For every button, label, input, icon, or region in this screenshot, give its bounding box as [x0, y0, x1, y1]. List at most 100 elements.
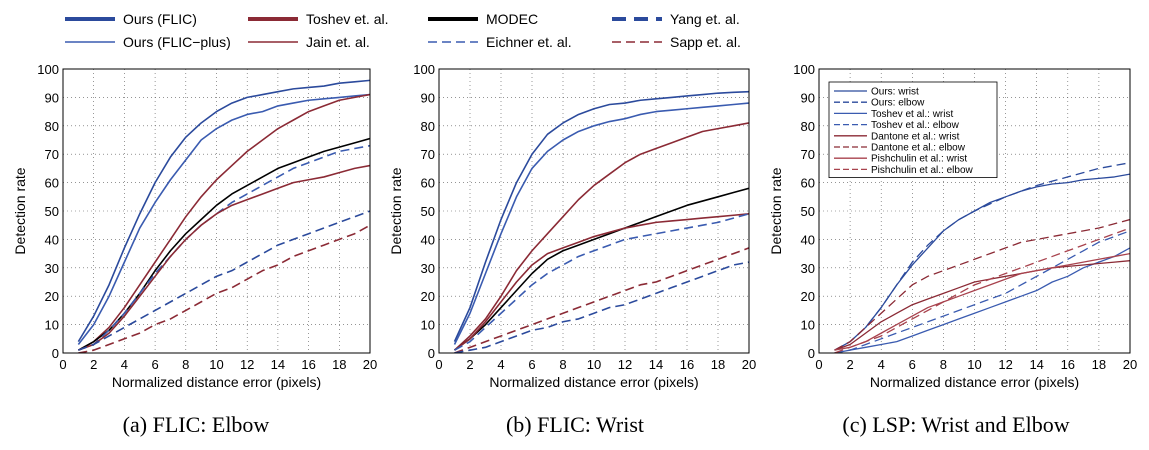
series-line-pishchulin-et-al-wrist — [834, 252, 1130, 351]
x-tick-label: 12 — [998, 357, 1012, 372]
panel-flic-elbow: 0 2 4 6 8 10 12 14 16 18 20 0 10 20 30 40 50 60 70 80 90 100 N… — [12, 62, 377, 437]
legend-label: Ours (FLIC−plus) — [123, 34, 231, 50]
x-tick-label: 0 — [815, 357, 822, 372]
axes-frame — [62, 68, 371, 354]
series-line-ours-wrist — [834, 173, 1130, 351]
x-tick-label: 16 — [1061, 357, 1075, 372]
x-tick-label: 0 — [435, 357, 442, 372]
legend-entry-yang-et-al: Yang et. al. — [612, 11, 740, 27]
legend-label: Dantone et al.: wrist — [871, 131, 960, 142]
x-tick-label: 16 — [680, 357, 694, 372]
legend-label: Toshev et al.: wrist — [871, 109, 953, 120]
legend-label: MODEC — [486, 11, 538, 27]
legend-entry-toshev-et-al-wrist: Toshev et al.: wrist — [834, 109, 953, 120]
legend-entry-modec: MODEC — [428, 11, 538, 27]
x-tick-label: 14 — [649, 357, 663, 372]
x-tick-label: 14 — [271, 357, 285, 372]
series-line-dantone-et-al-wrist — [834, 260, 1130, 351]
legend-label: Pishchulin et al.: wrist — [871, 154, 967, 165]
panel-flic-wrist: 0 2 4 6 8 10 12 14 16 18 20 0 10 20 30 40 50 60 70 80 90 100 N… — [388, 62, 756, 437]
series-line-sapp-et-al — [78, 224, 370, 353]
series-group — [77, 79, 370, 353]
legend-label: Ours: elbow — [871, 98, 925, 109]
axes-frame — [818, 68, 1131, 354]
legend-label: Jain et. al. — [306, 34, 370, 50]
y-tick-label: 10 — [421, 318, 435, 333]
legend-entry-pishchulin-et-al-elbow: Pishchulin et al.: elbow — [834, 165, 974, 176]
x-tick-label: 4 — [121, 357, 128, 372]
legend-entry-ours-flic-plus: Ours (FLIC−plus) — [65, 34, 231, 50]
y-tick-label: 100 — [413, 62, 435, 77]
series-line-pishchulin-et-al-elbow — [834, 227, 1130, 353]
legend-entry-eichner-et-al: Eichner et. al. — [428, 34, 572, 50]
x-tick-label: 2 — [466, 357, 473, 372]
y-tick-label: 80 — [801, 119, 815, 134]
series-line-modec — [454, 187, 749, 351]
y-tick-label: 60 — [421, 176, 435, 191]
y-tick-label: 30 — [421, 261, 435, 276]
legend-label: Dantone et al.: elbow — [871, 143, 966, 154]
y-tick-label: 30 — [801, 261, 815, 276]
x-tick-label: 2 — [90, 357, 97, 372]
y-tick-label: 70 — [45, 147, 59, 162]
series-line-toshev-et-al — [78, 164, 370, 351]
y-tick-label: 0 — [52, 346, 59, 361]
x-tick-label: 12 — [618, 357, 632, 372]
y-tick-label: 10 — [45, 318, 59, 333]
x-tick-label: 20 — [363, 357, 377, 372]
legend-label: Pishchulin et al.: elbow — [871, 165, 974, 176]
y-tick-label: 20 — [45, 289, 59, 304]
series-line-toshev-et-al — [454, 213, 749, 351]
y-tick-label: 50 — [421, 204, 435, 219]
series-line-ours-flic — [453, 90, 749, 342]
y-tick-label: 100 — [793, 62, 815, 77]
y-tick-label: 70 — [801, 147, 815, 162]
series-line-toshev-et-al-elbow — [834, 230, 1130, 353]
legend-entry-jain-et-al: Jain et. al. — [248, 34, 370, 50]
series-line-ours-flic — [77, 79, 370, 343]
legend-entry-pishchulin-et-al-wrist: Pishchulin et al.: wrist — [834, 154, 967, 165]
y-tick-label: 40 — [45, 232, 59, 247]
y-tick-label: 40 — [801, 232, 815, 247]
y-tick-label: 0 — [808, 346, 815, 361]
y-tick-label: 70 — [421, 147, 435, 162]
legend-entry-ours-flic: Ours (FLIC) — [65, 11, 197, 27]
x-tick-label: 14 — [1029, 357, 1043, 372]
y-tick-label: 60 — [45, 176, 59, 191]
legend-label: Yang et. al. — [670, 11, 740, 27]
series-line-ours-flic-plus — [77, 93, 370, 345]
y-tick-label: 90 — [45, 90, 59, 105]
x-tick-label: 10 — [209, 357, 223, 372]
x-tick-label: 6 — [528, 357, 535, 372]
x-axis-label: Normalized distance error (pixels) — [489, 374, 698, 390]
legend-label: Ours (FLIC) — [123, 11, 197, 27]
legend-entry-sapp-et-al: Sapp et. al. — [612, 34, 741, 50]
x-tick-label: 12 — [240, 357, 254, 372]
series-line-yang-et-al — [78, 210, 370, 351]
series-line-yang-et-al — [454, 261, 749, 353]
x-tick-label: 20 — [742, 357, 756, 372]
y-tick-label: 80 — [421, 119, 435, 134]
x-tick-label: 4 — [878, 357, 885, 372]
y-tick-label: 20 — [801, 289, 815, 304]
x-tick-label: 8 — [940, 357, 947, 372]
y-tick-label: 100 — [37, 62, 59, 77]
series-line-sapp-et-al — [454, 247, 749, 353]
panel-caption: (c) LSP: Wrist and Elbow — [842, 412, 1069, 437]
y-axis-label: Detection rate — [768, 167, 784, 254]
x-tick-label: 6 — [151, 357, 158, 372]
axes-frame — [438, 68, 750, 354]
legend-box — [828, 81, 998, 178]
panel-caption: (b) FLIC: Wrist — [506, 412, 644, 437]
x-tick-label: 6 — [909, 357, 916, 372]
y-tick-label: 80 — [45, 119, 59, 134]
series-line-toshev-et-al-wrist — [834, 247, 1130, 353]
x-tick-label: 2 — [846, 357, 853, 372]
series-line-ours-elbow — [834, 162, 1130, 351]
x-tick-label: 0 — [59, 357, 66, 372]
x-tick-label: 20 — [1123, 357, 1137, 372]
y-tick-label: 0 — [428, 346, 435, 361]
panel-lsp-wrist-elbow: 0 2 4 6 8 10 12 14 16 18 20 0 10 20 30 40 50 60 70 80 90 100 N… — [768, 62, 1137, 437]
